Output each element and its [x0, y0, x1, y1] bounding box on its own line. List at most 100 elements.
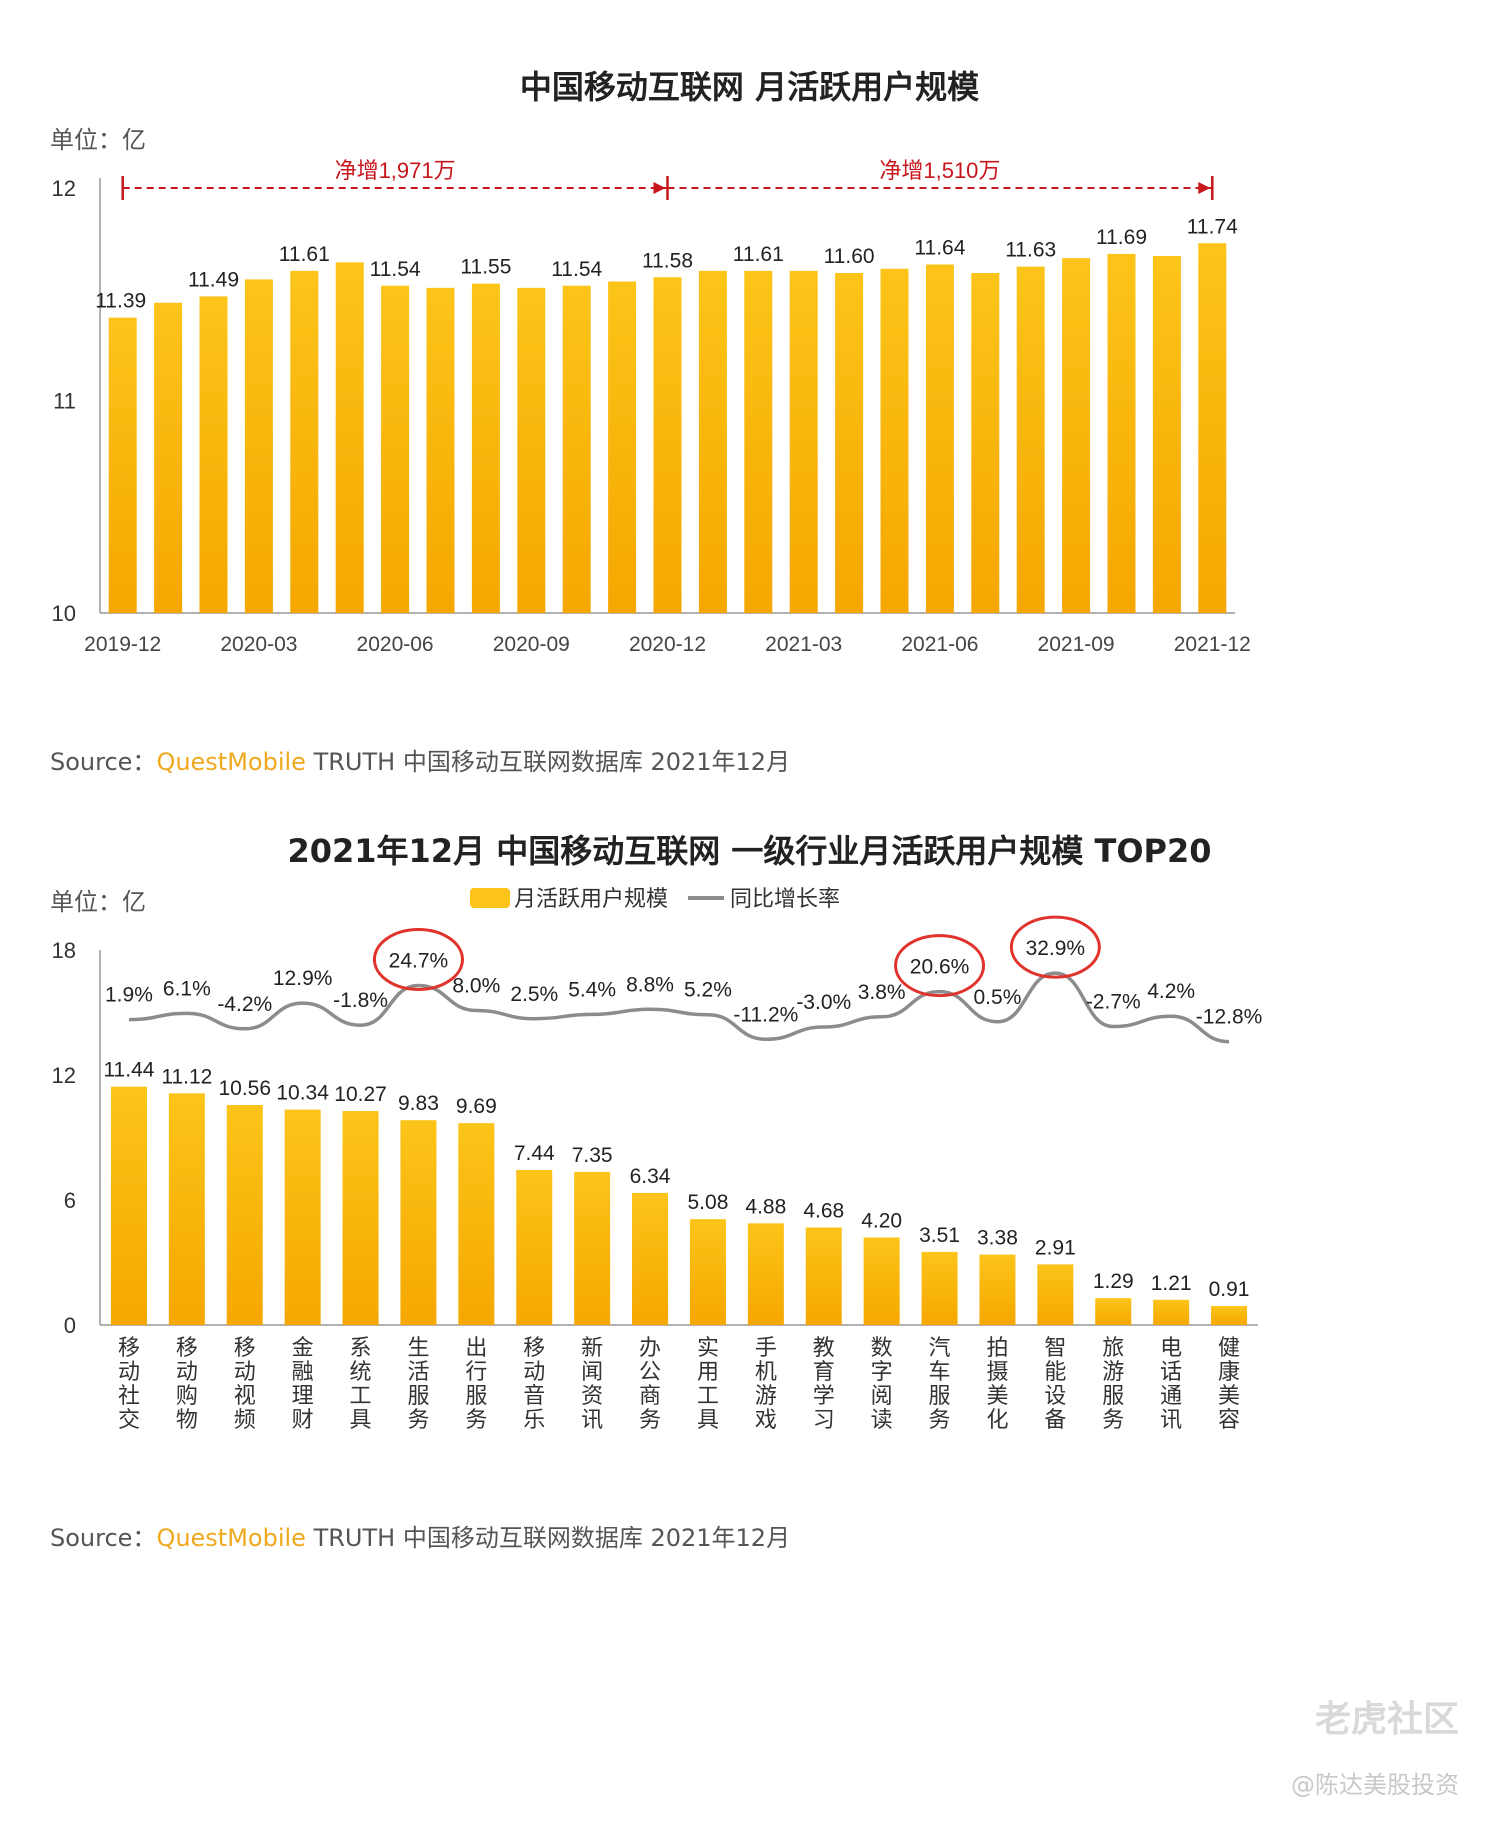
bar [199, 296, 228, 613]
category-label: 生活服务 [407, 1335, 429, 1432]
bar [110, 1086, 147, 1325]
bar-value-label: 2.91 [1035, 1236, 1076, 1259]
bar [921, 1251, 958, 1325]
bar-value-label: 11.44 [103, 1059, 154, 1082]
bar [1095, 1298, 1132, 1325]
bar [226, 1105, 263, 1325]
bar [335, 262, 364, 613]
bar-value-label: 10.34 [276, 1082, 329, 1105]
bar [342, 1111, 379, 1325]
bar [1037, 1264, 1074, 1325]
category-label: 办公商务 [639, 1335, 661, 1432]
growth-rate-label: 24.7% [389, 949, 449, 972]
growth-rate-label: -2.7% [1086, 991, 1141, 1014]
highlight-circle [1009, 915, 1101, 979]
growth-rate-label: 5.2% [684, 979, 732, 1002]
bar-value-label: 0.91 [1209, 1278, 1250, 1301]
bar-value-label: 11.74 [1187, 215, 1238, 238]
category-label: 拍摄美化 [986, 1335, 1008, 1432]
legend-bar-swatch [470, 888, 510, 908]
bar [747, 1223, 784, 1325]
chart1-plot: 10 11 12 11.39 11.49 11.61 11.54 11.55 11.54 11.5… [52, 158, 1251, 656]
bar [880, 268, 909, 613]
net-growth-label: 净增1,971万 [335, 158, 456, 183]
growth-rate-label: 0.5% [974, 986, 1022, 1009]
bar [698, 270, 727, 613]
chart1-title: 中国移动互联网 月活跃用户规模 [519, 68, 980, 106]
bar-value-label: 4.88 [745, 1195, 786, 1218]
x-tick-label: 2020-12 [629, 633, 706, 656]
bar [1153, 1299, 1190, 1325]
growth-rate-label: 1.9% [105, 984, 153, 1007]
legend-line-label: 同比增长率 [730, 886, 840, 911]
bar-value-label: 7.35 [572, 1144, 613, 1167]
bar-value-label: 11.55 [460, 256, 511, 279]
x-tick-label: 2021-09 [1038, 633, 1115, 656]
growth-rate-label: 32.9% [1026, 937, 1086, 960]
bar [805, 1227, 842, 1325]
chart2-unit-label: 单位：亿 [50, 888, 146, 916]
x-tick-label: 2019-12 [84, 633, 161, 656]
bar [1211, 1306, 1248, 1325]
highlight-circle [894, 934, 986, 998]
growth-rate-label: -3.0% [796, 991, 851, 1014]
bar-value-label: 11.54 [370, 258, 421, 281]
arrow-head [653, 182, 666, 194]
category-label: 出行服务 [465, 1335, 487, 1432]
bar-value-label: 10.56 [218, 1077, 271, 1100]
category-label: 移动社交 [118, 1335, 140, 1432]
bar [108, 317, 137, 613]
category-label: 数字阅读 [871, 1335, 893, 1432]
net-growth-label: 净增1,510万 [879, 158, 1000, 183]
bar-value-label: 11.12 [161, 1065, 212, 1088]
growth-rate-label: -4.2% [217, 993, 272, 1016]
bar-value-label: 11.49 [188, 268, 239, 291]
category-label: 智能设备 [1044, 1335, 1066, 1432]
bar [653, 277, 682, 613]
growth-rate-label: 5.4% [568, 978, 616, 1001]
x-tick-label: 2020-09 [493, 633, 570, 656]
growth-rate-line [128, 971, 1230, 1044]
x-tick-label: 2021-12 [1174, 633, 1251, 656]
category-label: 教育学习 [813, 1335, 835, 1432]
bar-value-label: 11.60 [824, 245, 875, 268]
bar-value-label: 9.83 [398, 1092, 439, 1115]
bar [1062, 258, 1091, 613]
growth-rate-label: 3.8% [858, 981, 906, 1004]
chart2-plot: 0 6 12 18 月活跃用户规模 同比增长率 11.44 11.12 10.56 10.34 10… [52, 886, 1263, 1432]
chart2-source: Source：QuestMobile TRUTH 中国移动互联网数据库 2021… [50, 1524, 791, 1552]
bar [458, 1123, 495, 1325]
bar-value-label: 11.39 [95, 290, 146, 313]
bar [516, 1170, 553, 1325]
bar [1198, 243, 1227, 613]
y-tick-label: 6 [64, 1188, 76, 1213]
growth-rate-label: -11.2% [733, 1003, 798, 1026]
bar [789, 270, 818, 613]
chart1-source: Source：QuestMobile TRUTH 中国移动互联网数据库 2021… [50, 748, 791, 776]
growth-rate-label: 2.5% [510, 983, 558, 1006]
bar-value-label: 4.20 [861, 1210, 902, 1233]
bar [979, 1254, 1016, 1325]
bar [244, 279, 273, 613]
bar [154, 302, 183, 613]
bar [1107, 253, 1136, 613]
category-label: 旅游服务 [1102, 1335, 1124, 1432]
bar [284, 1109, 321, 1325]
category-label: 电话通讯 [1160, 1335, 1182, 1432]
chart1-unit-label: 单位：亿 [50, 126, 146, 154]
category-label: 金融理财 [292, 1335, 314, 1432]
category-label: 移动视频 [234, 1335, 256, 1432]
bar [574, 1171, 611, 1325]
bar [471, 283, 500, 613]
growth-rate-label: -1.8% [333, 989, 388, 1012]
category-label: 汽车服务 [929, 1335, 951, 1432]
bar-value-label: 3.51 [919, 1224, 960, 1247]
growth-rate-label: 8.8% [626, 973, 674, 996]
x-tick-label: 2020-06 [357, 633, 434, 656]
bar-value-label: 9.69 [456, 1095, 497, 1118]
bar-value-label: 1.21 [1151, 1272, 1192, 1295]
bar-value-label: 6.34 [630, 1165, 671, 1188]
bar [744, 270, 773, 613]
category-label: 移动购物 [176, 1335, 198, 1432]
bar-value-label: 1.29 [1093, 1270, 1134, 1293]
